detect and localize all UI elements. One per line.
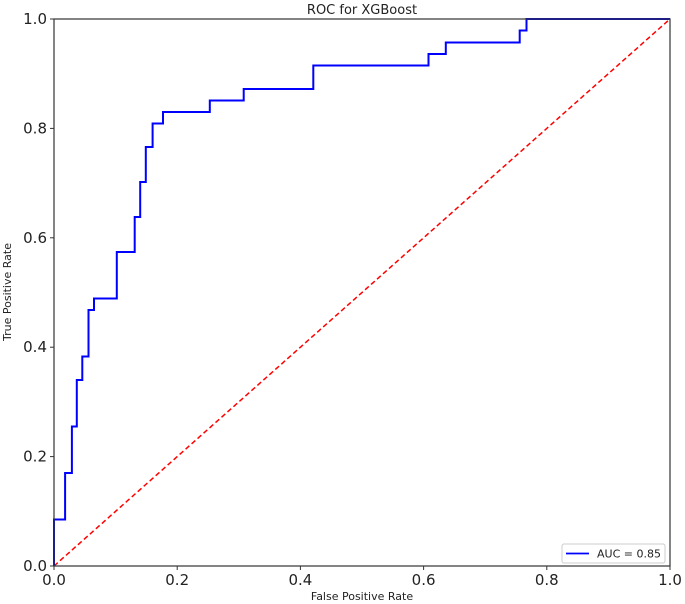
x-axis-ticks: 0.0 0.2 0.4 0.6 0.8 1.0: [42, 566, 682, 589]
chance-line: [53, 18, 671, 567]
x-tick-label: 0.8: [535, 571, 559, 589]
y-axis-ticks: 0.0 0.2 0.4 0.6 0.8 1.0: [23, 10, 54, 575]
legend-box: [561, 543, 666, 564]
x-tick-label: 0.6: [412, 571, 436, 589]
y-tick-label: 0.8: [23, 119, 47, 137]
x-axis-label: False Positive Rate: [311, 590, 413, 603]
roc-curve: [53, 18, 670, 566]
y-tick-label: 0.6: [23, 229, 47, 247]
legend: AUC = 0.85: [561, 543, 666, 564]
y-tick-label: 0.4: [23, 338, 47, 356]
legend-entry: AUC = 0.85: [597, 548, 661, 561]
x-tick-label: 0.2: [165, 571, 189, 589]
x-tick-label: 1.0: [658, 571, 682, 589]
y-tick-label: 0.2: [23, 448, 47, 466]
y-tick-label: 1.0: [23, 10, 47, 28]
plot-area: [53, 18, 671, 567]
x-tick-label: 0.4: [288, 571, 312, 589]
chart-title: ROC for XGBoost: [307, 3, 417, 18]
plot-frame: [53, 18, 671, 567]
x-tick-label: 0.0: [42, 571, 66, 589]
y-tick-label: 0.0: [23, 557, 47, 575]
y-axis-label: True Positive Rate: [1, 243, 14, 342]
